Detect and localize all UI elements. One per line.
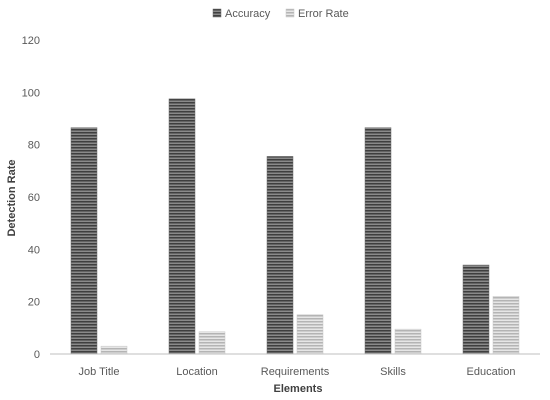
y-axis-ticks: 0 20 40 60 80 100 120 — [22, 35, 40, 361]
bar-accuracy-requirements — [266, 156, 294, 355]
x-tick-label: Skills — [380, 366, 406, 378]
legend-label: Error Rate — [298, 8, 349, 20]
bar-error-rate-requirements — [296, 314, 324, 355]
y-tick-label: 60 — [28, 192, 40, 204]
legend-item: Error Rate — [285, 8, 349, 20]
bar-accuracy-education — [462, 264, 490, 355]
legend-item: Accuracy — [212, 8, 271, 20]
bar-accuracy-job-title — [70, 127, 98, 355]
y-tick-label: 20 — [28, 297, 40, 309]
x-tick-label: Requirements — [261, 366, 330, 378]
y-axis-title: Detection Rate — [6, 159, 18, 236]
x-axis-title: Elements — [274, 383, 323, 395]
bar-error-rate-education — [492, 296, 520, 355]
bars — [70, 98, 520, 355]
x-tick-label: Education — [467, 366, 516, 378]
y-tick-label: 80 — [28, 140, 40, 152]
bar-accuracy-location — [168, 98, 196, 355]
legend-swatch — [212, 8, 222, 18]
bar-error-rate-skills — [394, 328, 422, 355]
legend-swatch — [285, 8, 295, 18]
bar-error-rate-job-title — [100, 345, 128, 355]
x-axis-ticks: Job Title Location Requirements Skills Educa… — [79, 366, 516, 378]
bar-accuracy-skills — [364, 127, 392, 355]
legend: Accuracy Error Rate — [212, 8, 349, 20]
x-tick-label: Location — [176, 366, 218, 378]
y-tick-label: 120 — [22, 35, 40, 47]
bar-error-rate-location — [198, 331, 226, 355]
y-tick-label: 0 — [34, 349, 40, 361]
x-tick-label: Job Title — [79, 366, 120, 378]
legend-label: Accuracy — [225, 8, 271, 20]
y-tick-label: 40 — [28, 244, 40, 256]
y-tick-label: 100 — [22, 87, 40, 99]
